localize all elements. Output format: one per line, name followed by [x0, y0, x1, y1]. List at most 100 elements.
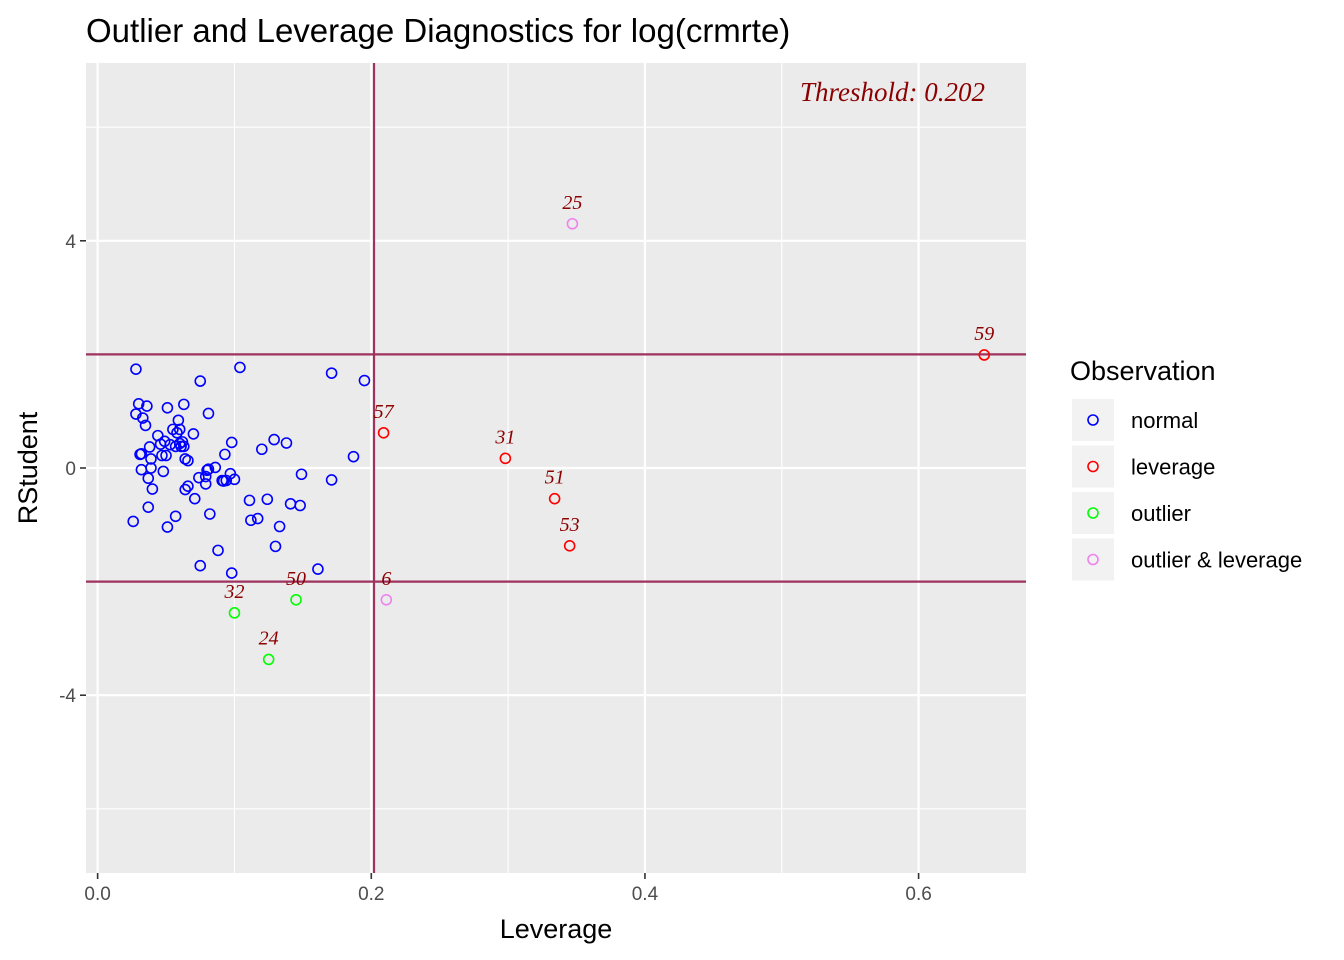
point-normal [135, 447, 148, 460]
point-leverage [499, 452, 512, 465]
point-normal [202, 407, 215, 420]
point-leverage [563, 540, 576, 552]
point-normal [194, 559, 207, 572]
point-normal [202, 463, 215, 475]
point-normal [209, 461, 222, 474]
point-normal [225, 567, 238, 579]
x-axis-title: Leverage [500, 914, 613, 944]
threshold-annotation: Threshold: 0.202 [800, 77, 985, 107]
point-normal [132, 398, 145, 410]
point-normal [161, 401, 174, 414]
reference-lines [86, 63, 1026, 873]
point-normal [219, 448, 231, 461]
point-normal [156, 449, 168, 462]
point-normal [269, 540, 282, 553]
point-normal [171, 426, 183, 439]
point-leverage [377, 426, 390, 439]
point-outlier_leverage [380, 593, 393, 606]
point-normal [204, 508, 216, 520]
x-axis-ticks: 0.0 0.2 0.4 0.6 [84, 873, 932, 905]
point-normal [143, 441, 156, 453]
point-normal [142, 472, 155, 485]
point-normal [136, 412, 149, 424]
point-normal [182, 454, 194, 467]
point-normal [294, 499, 306, 512]
point-normal [325, 367, 338, 379]
legend-key-outlier_leverage [1072, 538, 1114, 581]
point-outlier [290, 593, 302, 606]
y-axis-ticks: -4 0 4 [59, 232, 86, 707]
point-normal [193, 471, 205, 484]
grid-major [86, 63, 1026, 873]
point-normal [228, 473, 241, 486]
chart-title: Outlier and Leverage Diagnostics for log… [86, 12, 790, 49]
point-normal [225, 436, 238, 449]
point-outlier [262, 653, 275, 666]
x-tick-label: 0.4 [632, 884, 659, 905]
point-normal [160, 449, 172, 462]
point-leverage [548, 492, 561, 505]
point-label: 50 [286, 568, 306, 590]
point-label: 51 [545, 467, 565, 489]
point-normal [178, 440, 190, 453]
point-normal [130, 363, 142, 375]
point-normal [312, 563, 324, 575]
y-axis-title: RStudent [13, 411, 43, 524]
x-tick-label: 0.2 [358, 884, 384, 905]
y-tick-label: 4 [65, 232, 76, 253]
legend-key-outlier [1072, 492, 1114, 534]
point-normal [199, 478, 212, 490]
point-normal [245, 514, 257, 527]
point-normal [256, 443, 268, 456]
y-tick-label: -4 [59, 686, 76, 707]
point-normal [325, 474, 338, 486]
point-normal [141, 400, 153, 412]
point-normal [179, 483, 191, 496]
point-normal [142, 501, 155, 513]
point-normal [347, 450, 360, 463]
point-label: 53 [560, 514, 580, 536]
legend-title: Observation [1070, 356, 1216, 386]
point-normal [157, 465, 170, 478]
point-normal [280, 437, 293, 449]
legend-symbol-outlier_leverage [1087, 553, 1099, 566]
point-label: 32 [223, 581, 244, 603]
point-normal [178, 398, 190, 411]
x-tick-label: 0.6 [905, 884, 931, 905]
point-outlier [228, 607, 241, 619]
point-normal [194, 375, 207, 387]
legend-label-outlier_leverage: outlier & leverage [1131, 548, 1302, 573]
point-label: 59 [974, 323, 994, 345]
x-tick-label: 0.0 [84, 884, 110, 905]
legend-key-normal [1072, 399, 1114, 441]
point-normal [169, 510, 182, 523]
point-label: 25 [562, 192, 582, 214]
point-leverage [978, 349, 991, 361]
legend-symbol-normal [1087, 414, 1099, 426]
point-normal [182, 480, 194, 492]
point-normal [268, 433, 280, 446]
legend-label-normal: normal [1131, 408, 1198, 433]
point-normal [199, 470, 212, 483]
y-tick-label: 0 [65, 459, 76, 480]
point-normal [251, 512, 264, 525]
legend-symbol-leverage [1087, 460, 1099, 473]
point-normal [188, 492, 201, 505]
point-labels: 57 31 51 53 59 32 50 24 6 25 [223, 192, 994, 650]
point-normal [173, 423, 186, 436]
point-normal [176, 436, 189, 448]
point-normal [261, 493, 274, 506]
point-outlier_leverage [566, 217, 579, 230]
point-label: 31 [494, 426, 515, 448]
point-normal [187, 428, 200, 440]
legend-key-leverage [1072, 445, 1114, 488]
point-label: 6 [381, 568, 391, 590]
point-normal [295, 468, 308, 481]
point-normal [161, 521, 174, 533]
legend-label-leverage: leverage [1131, 455, 1215, 480]
point-normal [127, 515, 140, 528]
data-points [127, 217, 991, 666]
point-normal [358, 374, 371, 387]
point-normal [145, 462, 157, 474]
